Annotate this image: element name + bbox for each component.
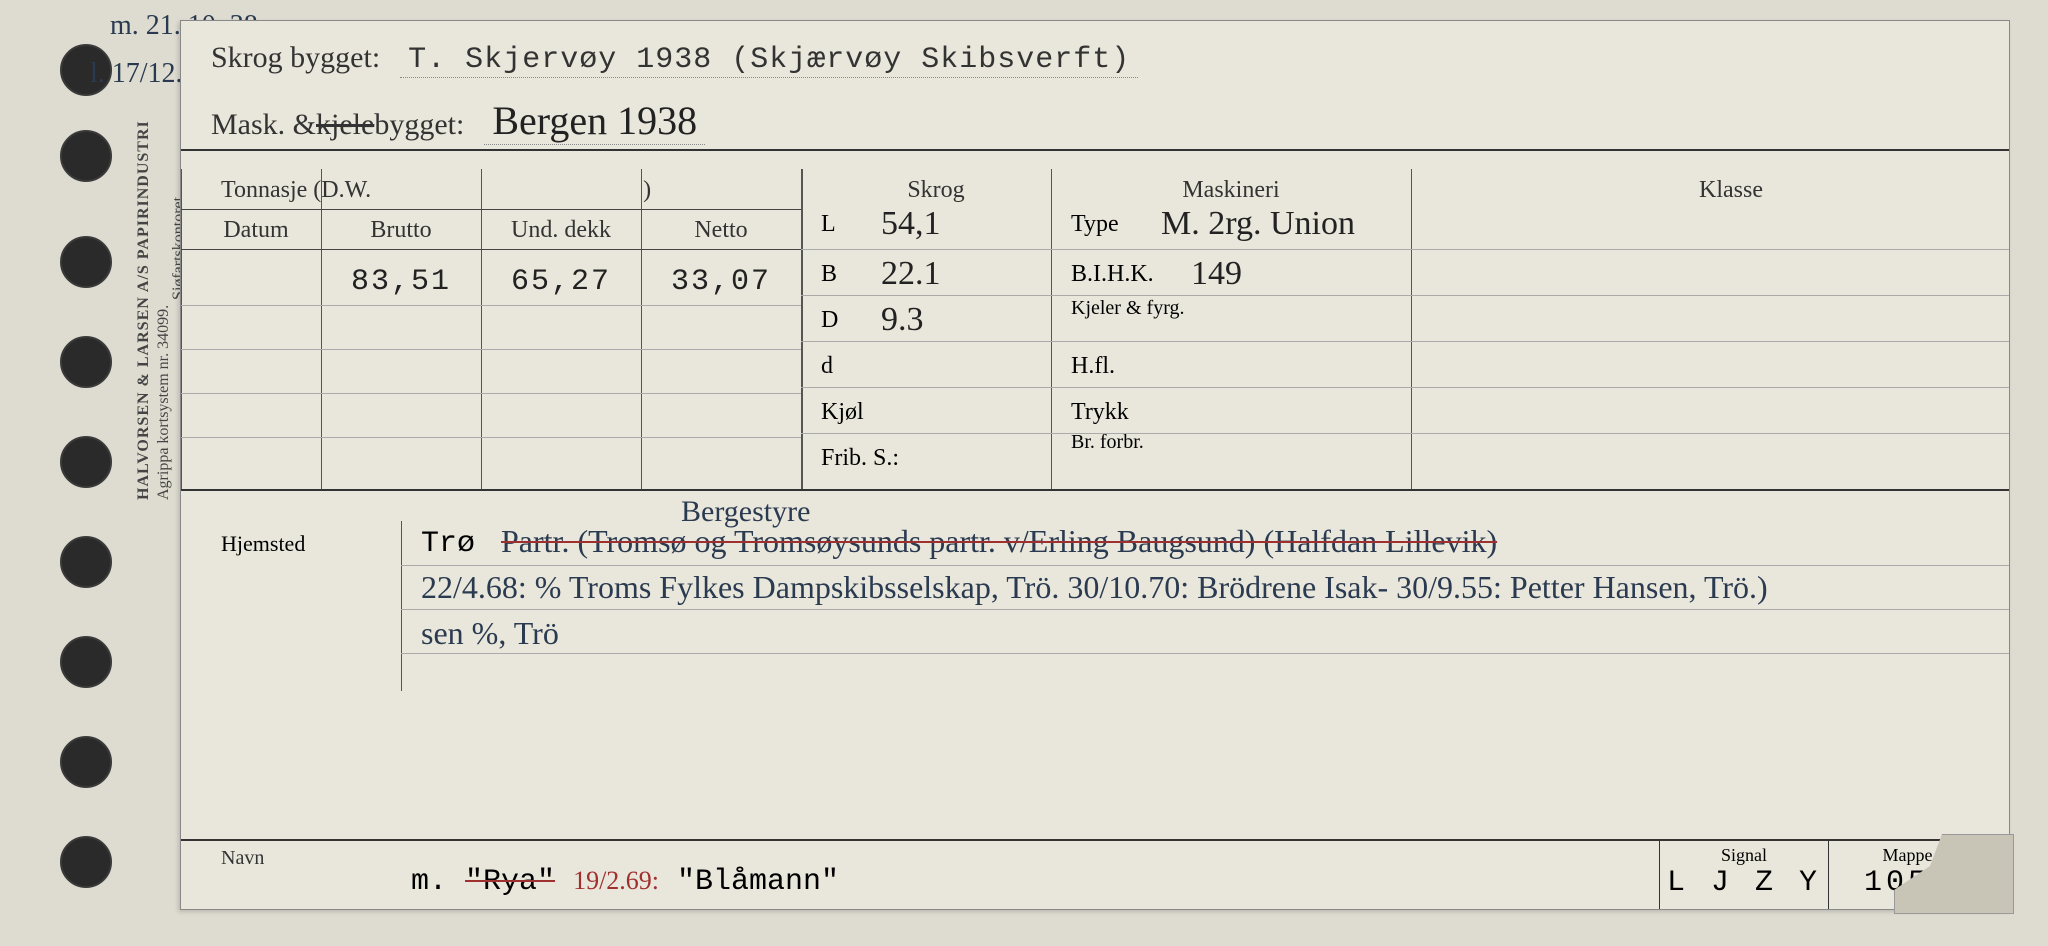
grid-line	[401, 521, 402, 691]
mask-bihk-value: 149	[1191, 255, 1242, 293]
mask-label-strike: kjele	[316, 108, 374, 142]
divider	[181, 149, 2009, 151]
hull-built-label: Skrog bygget:	[211, 41, 380, 75]
hull-built-row: Skrog bygget: T. Skjervøy 1938 (Skjærvøy…	[211, 41, 1979, 89]
owner-struck-text: Partr. (Tromsø og Tromsøysunds partr. v/…	[501, 523, 1497, 559]
grid-line	[801, 433, 2009, 434]
name-old-struck: "Rya"	[465, 865, 555, 899]
grid-line	[801, 249, 2009, 250]
machinery-built-row: Mask. & kjele bygget: Bergen 1938	[211, 97, 1979, 145]
grid-line	[641, 169, 642, 489]
unddekk-header: Und. dekk	[491, 217, 631, 244]
skrog-L-label: L	[821, 211, 836, 238]
skrog-D-label: D	[821, 307, 838, 334]
netto-header: Netto	[661, 217, 781, 244]
punch-hole	[60, 336, 112, 388]
punch-hole	[60, 536, 112, 588]
grid-line	[481, 169, 482, 489]
signal-box: Signal L J Z Y	[1659, 841, 1829, 909]
grid-line	[801, 169, 803, 489]
netto-value: 33,07	[671, 265, 771, 299]
spec-grid: Tonnasje (D.W. ) Skrog Maskineri Klasse …	[181, 169, 2009, 489]
grid-line	[801, 341, 2009, 342]
divider	[181, 489, 2009, 491]
skrog-frib-label: Frib. S.:	[821, 445, 899, 472]
name-new: "Blåmann"	[677, 865, 839, 899]
signal-value: L J Z Y	[1660, 866, 1828, 900]
grid-line	[401, 653, 2009, 654]
grid-line	[321, 169, 322, 489]
grid-line	[801, 295, 2009, 296]
grid-line	[401, 565, 2009, 566]
record-card: Skrog bygget: T. Skjervøy 1938 (Skjærvøy…	[180, 20, 2010, 910]
mask-bihk-label: B.I.H.K.	[1071, 261, 1154, 288]
skrog-kjol-label: Kjøl	[821, 399, 864, 426]
grid-line	[1411, 169, 1412, 489]
datum-header: Datum	[201, 217, 311, 244]
printer-company-text: HALVORSEN & LARSEN A/S PAPIRINDUSTRI	[135, 120, 153, 500]
grid-line	[801, 387, 2009, 388]
grid-line	[181, 169, 182, 489]
mask-kjeler-label: Kjeler & fyrg.	[1071, 297, 1185, 319]
grid-line	[181, 209, 801, 210]
bottom-row: Navn m. "Rya" 19/2.69: "Blåmann" Signal …	[181, 839, 2009, 909]
grid-line	[181, 437, 801, 438]
mask-label-post: bygget:	[374, 108, 464, 142]
punch-hole	[60, 236, 112, 288]
brutto-header: Brutto	[341, 217, 461, 244]
skrog-D-value: 9.3	[881, 301, 924, 339]
owner-history-line3: sen %, Trö	[421, 615, 559, 652]
name-change-date: 19/2.69:	[573, 866, 659, 895]
owner-overwrite: Bergestyre	[681, 495, 810, 529]
mask-label-pre: Mask. &	[211, 108, 316, 142]
grid-line	[401, 609, 2009, 610]
signal-label: Signal	[1660, 841, 1828, 866]
brutto-value: 83,51	[351, 265, 451, 299]
machinery-built-value: Bergen 1938	[484, 97, 705, 145]
hull-header: Skrog	[861, 177, 1011, 204]
mask-type-value: M. 2rg. Union	[1161, 205, 1355, 243]
punch-hole	[60, 836, 112, 888]
name-value: m. "Rya" 19/2.69: "Blåmann"	[411, 865, 839, 899]
mask-type-label: Type	[1071, 211, 1119, 238]
skrog-d-label: d	[821, 353, 833, 380]
homeport-value: Trø	[421, 527, 475, 561]
grid-line	[181, 349, 801, 350]
mask-hfl-label: H.fl.	[1071, 353, 1115, 380]
punch-hole	[60, 636, 112, 688]
mask-trykk-label: Trykk	[1071, 399, 1129, 426]
skrog-B-label: B	[821, 261, 837, 288]
grid-line	[1051, 169, 1052, 489]
skrog-L-value: 54,1	[881, 205, 941, 243]
page-background: HALVORSEN & LARSEN A/S PAPIRINDUSTRI Agr…	[0, 0, 2048, 946]
unddekk-value: 65,27	[511, 265, 611, 299]
homeport-label: Hjemsted	[221, 531, 305, 557]
class-header: Klasse	[1581, 177, 1881, 204]
grid-line	[181, 393, 801, 394]
grid-line	[181, 305, 801, 306]
hull-built-value: T. Skjervøy 1938 (Skjærvøy Skibsverft)	[400, 43, 1138, 78]
mask-forbr-label: Br. forbr.	[1071, 431, 1144, 453]
tonnage-label: Tonnasje (D.W.	[221, 177, 371, 203]
tonnage-header: Tonnasje (D.W. )	[221, 177, 781, 204]
name-prefix: m.	[411, 865, 447, 899]
punch-hole	[60, 736, 112, 788]
card-system-text: Agrippa kortsystem nr. 34099.	[155, 305, 173, 500]
punch-hole	[60, 130, 112, 182]
tonnage-close: )	[643, 177, 651, 203]
owner-history-line2: 22/4.68: % Troms Fylkes Dampskibsselskap…	[421, 569, 1768, 606]
punch-hole	[60, 436, 112, 488]
skrog-B-value: 22.1	[881, 255, 941, 293]
machinery-header: Maskineri	[1131, 177, 1331, 204]
name-label: Navn	[221, 847, 264, 870]
homeport-section: Hjemsted Trø Bergestyre Partr. (Tromsø o…	[181, 521, 2009, 691]
owner-history-line1: Bergestyre Partr. (Tromsø og Tromsøysund…	[501, 523, 1497, 560]
